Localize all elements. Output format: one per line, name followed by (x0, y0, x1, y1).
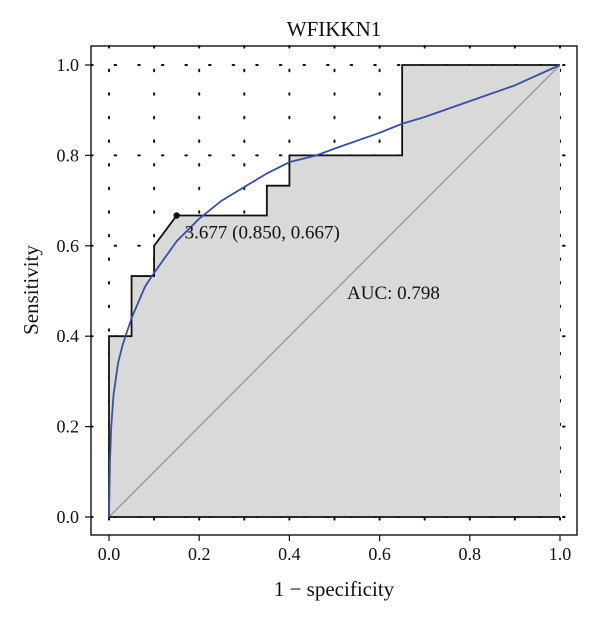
best-threshold-point (173, 212, 180, 219)
plot-area: 3.677 (0.850, 0.667) AUC: 0.798 0.0 0.0 0.2 0… (57, 45, 578, 564)
x-tick-label: 0.8 (459, 544, 482, 564)
y-tick-label: 0.2 (57, 417, 80, 437)
y-tick-label: 0.4 (57, 326, 80, 346)
y-tick-label: 0.8 (57, 145, 80, 165)
reference-diagonal-line (108, 64, 561, 518)
x-tick-label: 0.4 (278, 544, 301, 564)
empirical-roc-curve (108, 64, 560, 517)
y-axis-label: Sensitivity (19, 245, 43, 335)
smoothed-roc-curve (108, 64, 561, 518)
x-tick-label: 0.2 (188, 544, 211, 564)
plot-frame (90, 45, 578, 536)
x-tick-label: 0.6 (368, 544, 391, 564)
x-axis-label: 1 − specificity (274, 577, 395, 601)
x-tick-label: 0.0 (98, 544, 121, 564)
x-tick-label: 1.0 (549, 544, 572, 564)
chart-title: WFIKKN1 (287, 17, 382, 41)
y-tick-label: 1.0 (57, 55, 80, 75)
y-tick-label: 0.0 (57, 507, 80, 527)
best-threshold-label: 3.677 (0.850, 0.667) (185, 223, 340, 244)
auc-label: AUC: 0.798 (347, 283, 440, 304)
y-tick-label: 0.6 (57, 236, 80, 256)
